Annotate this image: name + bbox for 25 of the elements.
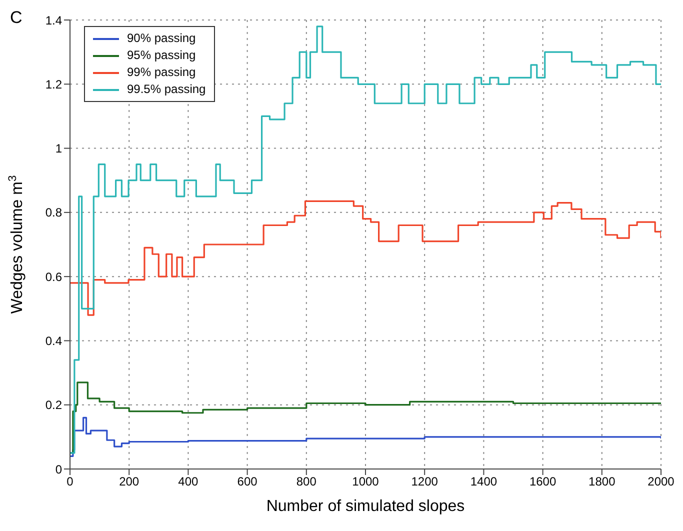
x-tick-label: 1600	[529, 474, 556, 489]
legend-label: 95% passing	[127, 47, 196, 64]
y-tick-label: 0.6	[45, 270, 62, 284]
x-tick-label: 800	[296, 474, 317, 489]
y-tick-label: 0.8	[45, 206, 62, 220]
legend-label: 90% passing	[127, 30, 196, 47]
x-tick-label: 400	[178, 474, 199, 489]
y-tick-label: 1.2	[45, 77, 62, 92]
x-tick-label: 600	[237, 474, 258, 489]
x-tick-label: 0	[66, 474, 74, 489]
x-axis-title: Number of simulated slopes	[266, 498, 465, 515]
legend-label: 99.5% passing	[127, 81, 206, 98]
y-tick-label: 1.4	[45, 13, 62, 28]
text: C	[10, 8, 22, 28]
y-tick-label: 0.4	[45, 334, 62, 348]
x-tick-label: 1200	[411, 474, 438, 489]
y-tick-label: 1	[55, 142, 62, 156]
x-tick-label: 2000	[648, 474, 675, 489]
x-tick-label: 1000	[352, 474, 380, 489]
x-tick-label: 200	[119, 474, 140, 489]
x-tick-label: 1400	[470, 474, 498, 489]
y-tick-label: 0.2	[45, 398, 62, 412]
legend-label: 99% passing	[127, 64, 196, 81]
y-tick-label: 0	[55, 462, 62, 476]
x-tick-label: 1800	[588, 474, 616, 489]
